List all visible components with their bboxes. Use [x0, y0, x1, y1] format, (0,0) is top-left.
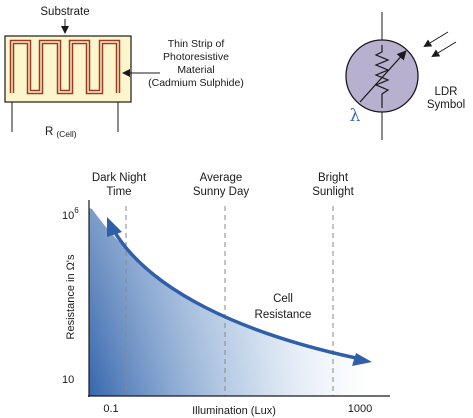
substrate-label: Substrate [40, 6, 89, 18]
strip-label-line-3: Material [177, 64, 214, 76]
lambda-symbol: λ [350, 106, 361, 126]
x-right-tick: 1000 [348, 403, 372, 415]
marker-label-dark-night-2: Time [106, 186, 131, 198]
ldr-label-line-2: Symbol [427, 99, 465, 111]
ldr-resistor-zigzag [374, 45, 390, 108]
substrate-diagram: Substrate R (Cell) Thin Strip of Photores… [4, 6, 244, 139]
curve-label-line-1: Cell [273, 293, 293, 305]
r-cell-label: R (Cell) [45, 126, 77, 139]
marker-label-dark-night-1: Dark Night [92, 172, 147, 184]
area-fill-highlight [89, 208, 373, 396]
marker-label-bright-2: Sunlight [312, 186, 354, 198]
substrate-board [4, 35, 132, 103]
strip-label-line-1: Thin Strip of [168, 38, 225, 50]
ldr-label-line-1: LDR [434, 86, 457, 98]
light-arrow-1 [423, 31, 449, 48]
marker-label-average-1: Average [200, 172, 243, 184]
curve-label-line-2: Resistance [255, 309, 312, 321]
strip-label-line-4: (Cadmium Sulphide) [148, 77, 244, 89]
strip-label-line-2: Photoresistive [163, 51, 229, 63]
resistance-curve [112, 230, 357, 360]
resistance-graph: Dark Night Time Average Sunny Day Bright… [62, 172, 390, 417]
strip-highlight [11, 41, 119, 93]
curve-arrowhead-bottom [352, 353, 372, 366]
y-top-tick: 106 [62, 206, 79, 222]
y-axis-label: Resistance in Ω's [65, 254, 77, 339]
x-axis-label: Illumination (Lux) [192, 405, 276, 417]
ldr-symbol: λ LDR Symbol [345, 12, 465, 140]
ldr-variable-arrow [359, 50, 407, 103]
marker-label-bright-1: Bright [318, 172, 349, 184]
curve-arrowhead-top [107, 217, 122, 237]
x-left-tick: 0.1 [103, 403, 118, 415]
y-bottom-tick: 10 [62, 374, 74, 386]
marker-label-average-2: Sunny Day [193, 186, 250, 198]
light-arrow-2 [431, 41, 457, 58]
